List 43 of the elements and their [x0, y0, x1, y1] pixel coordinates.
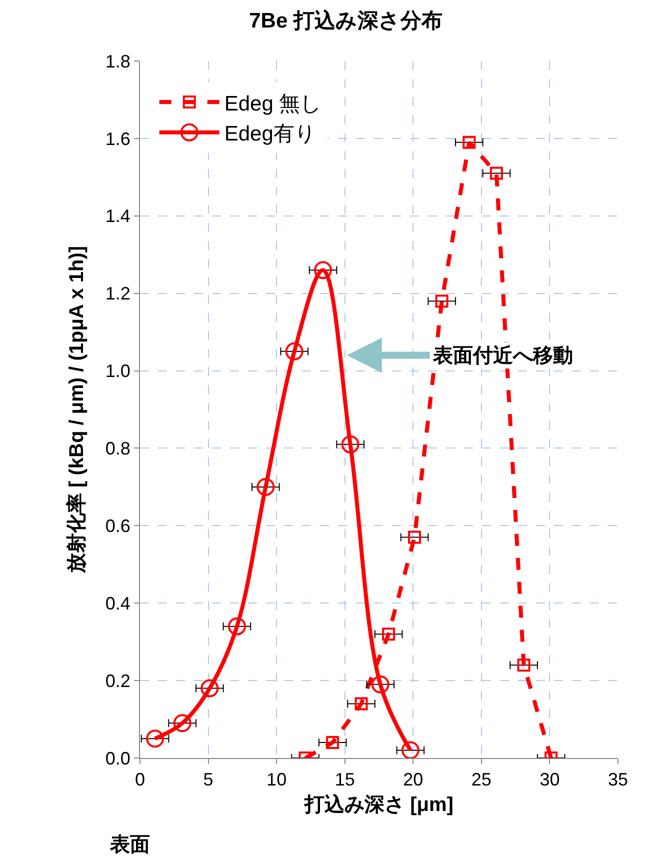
- point: [408, 530, 422, 544]
- x-tick-label: 30: [540, 770, 560, 790]
- x-tick-label: 15: [334, 770, 355, 790]
- point: [285, 342, 304, 360]
- x-tick-label: 0: [134, 770, 146, 790]
- point: [256, 478, 275, 496]
- point: [314, 261, 332, 280]
- point: [146, 730, 164, 748]
- point: [462, 136, 476, 149]
- point: [341, 435, 360, 454]
- x-tick-label: 25: [471, 770, 492, 790]
- x-tick-label: 5: [203, 770, 214, 790]
- y-tick-label: 0.0: [105, 748, 130, 768]
- point: [173, 714, 192, 732]
- point: [228, 617, 246, 636]
- point: [382, 628, 396, 641]
- y-tick-label: 0.6: [105, 516, 130, 536]
- point: [517, 658, 530, 672]
- text: 表面: [109, 834, 150, 856]
- y-tick-label: 0.4: [105, 593, 130, 614]
- y-tick-label: 0.8: [105, 438, 130, 459]
- y-tick-label: 1.6: [105, 128, 130, 149]
- y-tick-label: 1.0: [105, 361, 130, 382]
- legend-label: Edeg有り: [224, 122, 316, 146]
- chart-title: 7Be 打込み深さ分布: [249, 10, 442, 33]
- y-tick-label: 1.2: [105, 284, 130, 304]
- y-tick-label: 1.8: [105, 51, 130, 72]
- point: [401, 741, 420, 758]
- point: [490, 166, 503, 180]
- point: [200, 679, 219, 698]
- x-tick-label: 10: [266, 770, 287, 790]
- x-tick-label: 35: [608, 770, 628, 790]
- x-axis-title: 打込み深さ [μm]: [304, 793, 454, 816]
- legend-label: Edeg 無し: [224, 92, 322, 116]
- annotation: 表面付近へ移動: [432, 344, 573, 367]
- y-tick-label: 0.2: [105, 670, 130, 691]
- x-tick-label: 20: [403, 770, 424, 790]
- point: [371, 675, 390, 694]
- point: [326, 736, 340, 750]
- point: [435, 294, 448, 308]
- y-axis-title: 放射化率 [ (kBq / μm) / (1pμA x 1h)]: [64, 246, 88, 574]
- y-tick-label: 1.4: [105, 206, 130, 226]
- point: [354, 697, 368, 710]
